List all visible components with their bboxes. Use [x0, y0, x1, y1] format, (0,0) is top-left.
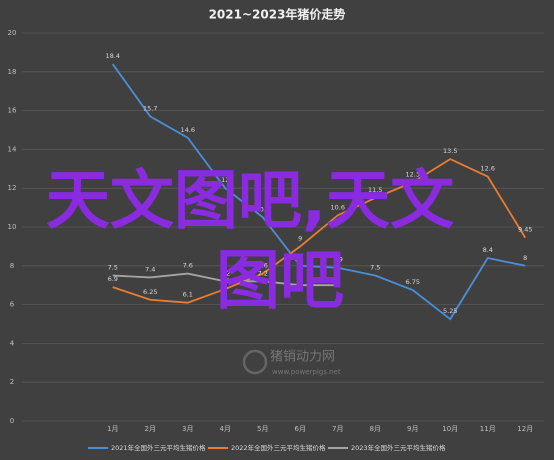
value-label: 7.9 — [333, 256, 343, 264]
value-label: 13.5 — [443, 147, 457, 155]
logo-icon — [242, 349, 268, 375]
x-tick-label: 6月 — [295, 425, 306, 433]
chart-title: 2021~2023年猪价走势 — [209, 7, 346, 22]
series-line — [112, 272, 338, 287]
x-tick-label: 3月 — [182, 425, 193, 433]
series-line — [112, 158, 527, 304]
y-tick-label: 4 — [10, 339, 15, 347]
x-tick-label: 11月 — [480, 425, 496, 433]
watermark: 天文图吧,天文 — [46, 165, 454, 239]
watermark-logo: 猪销动力网 — [270, 350, 335, 365]
y-tick-label: 12 — [8, 184, 17, 192]
value-label: 14.6 — [181, 126, 195, 134]
value-label: 9 — [298, 234, 302, 242]
y-tick-label: 10 — [8, 223, 17, 231]
value-label: 18.4 — [106, 52, 120, 60]
watermark-url: www.powerpigs.net — [272, 368, 341, 376]
y-tick-label: 8 — [10, 262, 14, 270]
value-label: 7 — [298, 273, 302, 281]
value-label: 7.6 — [258, 262, 268, 270]
value-label: 6.1 — [183, 291, 193, 299]
legend-label: 2021年全国外三元平均生猪价格 — [111, 443, 206, 452]
value-label: 7.6 — [183, 262, 193, 270]
value-label: 7 — [336, 273, 340, 281]
value-label: 12 — [221, 176, 229, 184]
value-label: 7.5 — [370, 264, 380, 272]
legend-label: 2022年全国外三元平均生猪价格 — [231, 443, 326, 452]
x-tick-label: 7月 — [332, 425, 343, 433]
value-label: 7.5 — [108, 264, 118, 272]
value-label: 7.2 — [258, 269, 268, 277]
y-tick-label: 6 — [10, 301, 15, 309]
value-label: 6.9 — [108, 275, 118, 283]
x-tick-label: 2月 — [145, 425, 156, 433]
y-tick-label: 0 — [10, 417, 14, 425]
value-label: 10.5 — [256, 205, 270, 213]
value-label: 12.3 — [406, 170, 420, 178]
y-tick-label: 2 — [10, 378, 14, 386]
value-label: 11.5 — [368, 186, 382, 194]
y-tick-label: 16 — [8, 107, 17, 115]
x-tick-label: 12月 — [517, 425, 533, 433]
x-tick-label: 9月 — [407, 425, 418, 433]
value-label: 5.25 — [443, 307, 457, 315]
series-line — [112, 63, 526, 321]
value-label: 9.45 — [518, 226, 532, 234]
value-label: 10.6 — [331, 203, 345, 211]
watermark: 图吧 — [216, 245, 344, 319]
y-tick-label: 18 — [8, 68, 17, 76]
x-tick-label: 10月 — [442, 425, 458, 433]
value-label: 6.75 — [406, 278, 420, 286]
y-tick-label: 20 — [8, 29, 17, 37]
x-tick-label: 1月 — [107, 425, 118, 433]
value-label: 8.4 — [483, 246, 493, 254]
y-tick-label: 14 — [8, 145, 17, 153]
x-tick-label: 5月 — [257, 425, 268, 433]
value-label: 15.7 — [143, 104, 157, 112]
value-label: 7.4 — [145, 265, 155, 273]
value-label: 7.2 — [220, 269, 230, 277]
legend-label: 2023年全国外三元平均生猪价格 — [351, 443, 446, 452]
value-label: 12.6 — [481, 165, 495, 173]
x-tick-label: 8月 — [370, 425, 381, 433]
value-label: 6.25 — [143, 288, 157, 296]
value-label: 8 — [523, 254, 527, 262]
x-tick-label: 4月 — [220, 425, 231, 433]
value-label: 8 — [298, 254, 302, 262]
